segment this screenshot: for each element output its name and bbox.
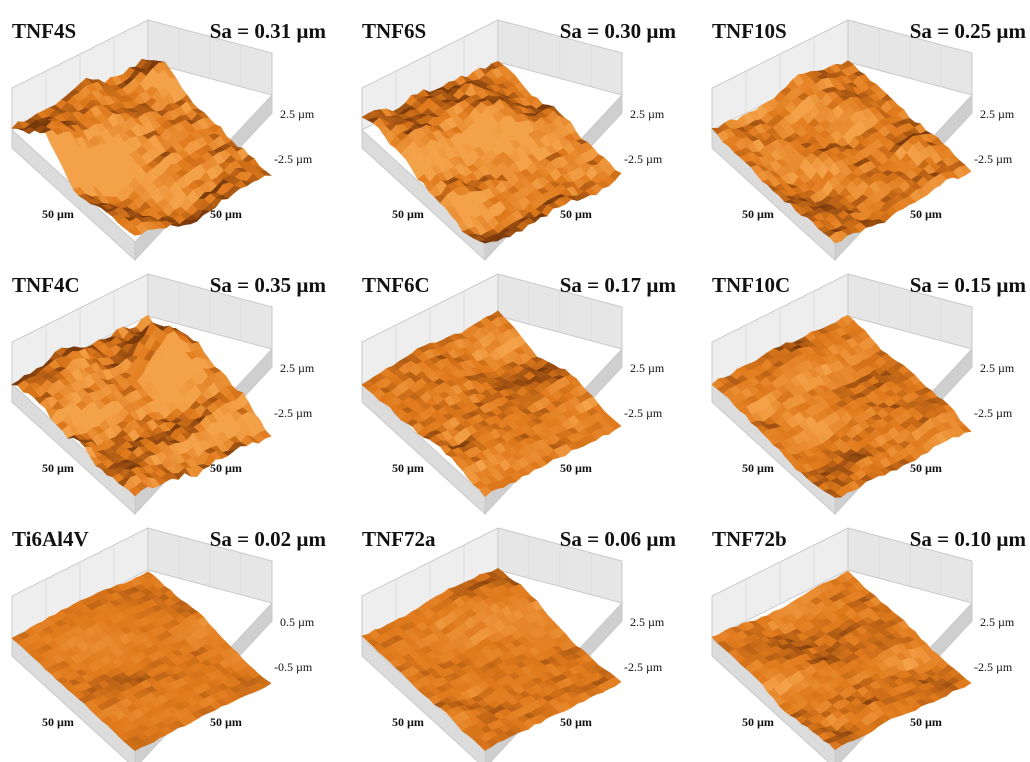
x-axis-label: 50 µm (42, 461, 74, 475)
surface-plot: TNF6C Sa = 0.17 µm 2.5 µm -2.5 µm 50 µm 50 µm (361, 273, 677, 516)
z-axis-top-tick: 2.5 µm (280, 107, 315, 121)
z-axis-bottom-tick: -2.5 µm (274, 406, 313, 420)
surface-plot: TNF10C Sa = 0.15 µm 2.5 µm -2.5 µm 50 µm 50 µ… (711, 273, 1027, 516)
sa-value: Sa = 0.35 µm (210, 273, 327, 297)
z-axis-bottom-tick: -0.5 µm (274, 660, 313, 674)
surface-panel: TNF10S Sa = 0.25 µm 2.5 µm -2.5 µm 50 µm 50 µ… (700, 0, 1030, 262)
y-axis-label: 50 µm (210, 207, 242, 221)
surface-plot: TNF4S Sa = 0.31 µm 2.5 µm -2.5 µm 50 µm 50 µm (11, 19, 327, 262)
y-axis-label: 50 µm (910, 715, 942, 729)
surface-panel: TNF72a Sa = 0.06 µm 2.5 µm -2.5 µm 50 µm 50 µ… (350, 508, 693, 762)
z-axis-bottom-tick: -2.5 µm (974, 152, 1013, 166)
sa-value: Sa = 0.17 µm (560, 273, 677, 297)
sa-value: Sa = 0.31 µm (210, 19, 327, 43)
surface-mesh (711, 570, 972, 751)
x-axis-label: 50 µm (742, 461, 774, 475)
sa-value: Sa = 0.25 µm (910, 19, 1027, 43)
surface-mesh (711, 60, 972, 244)
y-axis-label: 50 µm (560, 715, 592, 729)
surface-plot: TNF4C Sa = 0.35 µm 2.5 µm -2.5 µm 50 µm 50 µm (11, 273, 327, 516)
sa-value: Sa = 0.02 µm (210, 527, 327, 551)
surface-plot: Ti6Al4V Sa = 0.02 µm 0.5 µm -0.5 µm 50 µm 50 … (11, 527, 327, 762)
z-axis-bottom-tick: -2.5 µm (624, 406, 663, 420)
z-axis-top-tick: 2.5 µm (980, 361, 1015, 375)
z-axis-bottom-tick: -2.5 µm (624, 660, 663, 674)
x-axis-label: 50 µm (742, 715, 774, 729)
x-axis-label: 50 µm (42, 715, 74, 729)
y-axis-label: 50 µm (560, 207, 592, 221)
surface-panel: TNF10C Sa = 0.15 µm 2.5 µm -2.5 µm 50 µm 50 µ… (700, 254, 1030, 516)
surface-mesh (361, 60, 622, 244)
z-axis-top-tick: 2.5 µm (980, 107, 1015, 121)
y-axis-label: 50 µm (560, 461, 592, 475)
panel-label: TNF6S (362, 19, 426, 43)
box-base-left (361, 636, 486, 762)
surface-panel: TNF4S Sa = 0.31 µm 2.5 µm -2.5 µm 50 µm 50 µm (0, 0, 343, 262)
surface-plot: TNF72b Sa = 0.10 µm 2.5 µm -2.5 µm 50 µm 50 µ… (711, 527, 1027, 762)
panel-label: TNF72a (362, 527, 436, 551)
sa-value: Sa = 0.15 µm (910, 273, 1027, 297)
surface-panel: TNF6S Sa = 0.30 µm 2.5 µm -2.5 µm 50 µm 50 µm (350, 0, 693, 262)
y-axis-label: 50 µm (210, 715, 242, 729)
panel-label: Ti6Al4V (12, 527, 89, 551)
surface-mesh (361, 567, 622, 751)
z-axis-top-tick: 2.5 µm (630, 107, 665, 121)
z-axis-top-tick: 0.5 µm (280, 615, 315, 629)
surface-panel: TNF6C Sa = 0.17 µm 2.5 µm -2.5 µm 50 µm 50 µm (350, 254, 693, 516)
sa-value: Sa = 0.10 µm (910, 527, 1027, 551)
z-axis-top-tick: 2.5 µm (280, 361, 315, 375)
z-axis-top-tick: 2.5 µm (630, 361, 665, 375)
surface-mesh (361, 310, 622, 498)
surface-plot: TNF6S Sa = 0.30 µm 2.5 µm -2.5 µm 50 µm 50 µm (361, 19, 677, 262)
z-axis-top-tick: 2.5 µm (980, 615, 1015, 629)
x-axis-label: 50 µm (392, 461, 424, 475)
panel-label: TNF72b (712, 527, 787, 551)
surface-panel: Ti6Al4V Sa = 0.02 µm 0.5 µm -0.5 µm 50 µm 50 … (0, 508, 343, 762)
z-axis-bottom-tick: -2.5 µm (974, 660, 1013, 674)
surface-mesh (711, 314, 972, 498)
y-axis-label: 50 µm (910, 207, 942, 221)
z-axis-bottom-tick: -2.5 µm (974, 406, 1013, 420)
surface-mesh (11, 571, 272, 752)
panel-label: TNF4S (12, 19, 76, 43)
panel-label: TNF10S (712, 19, 787, 43)
y-axis-label: 50 µm (910, 461, 942, 475)
panel-label: TNF10C (712, 273, 790, 297)
panel-label: TNF4C (12, 273, 80, 297)
x-axis-label: 50 µm (42, 207, 74, 221)
panel-label: TNF6C (362, 273, 430, 297)
surface-panel: TNF4C Sa = 0.35 µm 2.5 µm -2.5 µm 50 µm 50 µm (0, 254, 343, 516)
z-axis-bottom-tick: -2.5 µm (624, 152, 663, 166)
surface-mesh (11, 314, 272, 497)
surface-plot: TNF10S Sa = 0.25 µm 2.5 µm -2.5 µm 50 µm 50 µ… (711, 19, 1027, 262)
z-axis-bottom-tick: -2.5 µm (274, 152, 313, 166)
surface-plot: TNF72a Sa = 0.06 µm 2.5 µm -2.5 µm 50 µm 50 µ… (361, 527, 677, 762)
z-axis-top-tick: 2.5 µm (630, 615, 665, 629)
x-axis-label: 50 µm (742, 207, 774, 221)
sa-value: Sa = 0.30 µm (560, 19, 677, 43)
surface-mesh (11, 58, 272, 236)
y-axis-label: 50 µm (210, 461, 242, 475)
surface-panel: TNF72b Sa = 0.10 µm 2.5 µm -2.5 µm 50 µm 50 µ… (700, 508, 1030, 762)
x-axis-label: 50 µm (392, 715, 424, 729)
sa-value: Sa = 0.06 µm (560, 527, 677, 551)
x-axis-label: 50 µm (392, 207, 424, 221)
